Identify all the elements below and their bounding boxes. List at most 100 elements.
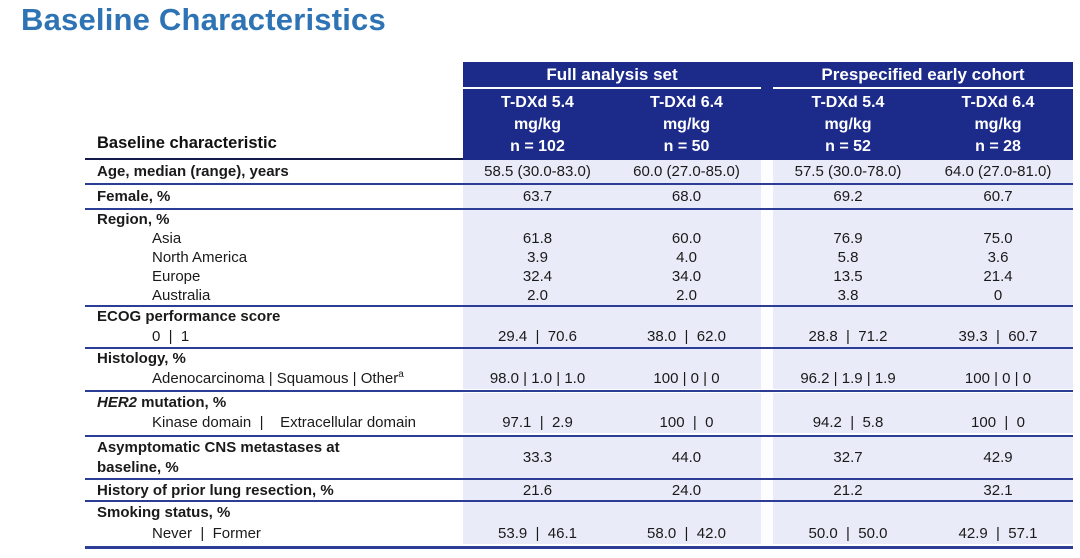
sample-size: n = 102 <box>510 137 565 155</box>
value-line: 34.0 <box>671 268 702 285</box>
value-cell: 28.8 | 71.2 <box>773 307 923 347</box>
column-header-gutter <box>761 89 773 160</box>
value-line: 29.4 | 70.6 <box>498 328 577 345</box>
value-line: 97.1 | 2.9 <box>502 414 573 431</box>
row-label: Histology, % <box>97 350 186 367</box>
value-cell: 68.0 <box>612 185 761 208</box>
table-row-cns-metastases: Asymptomatic CNS metastases at baseline,… <box>85 437 1073 480</box>
value-line: 38.0 | 62.0 <box>647 328 726 345</box>
value-cell: 100 | 0 <box>923 393 1073 433</box>
value-cell: 58.0 | 42.0 <box>612 502 761 544</box>
column-header-tdxd-5-4-pec: T-DXd 5.4 mg/kg n = 52 <box>773 89 923 160</box>
value-cell: 100 | 0 <box>612 393 761 433</box>
value-line: 5.8 <box>837 249 859 266</box>
row-label-group: HER2 mutation, % Kinase domain | Extrace… <box>85 393 463 433</box>
value-cell: 100 | 0 | 0 <box>612 349 761 389</box>
row-sublabel: Europe <box>152 268 201 285</box>
group-gutter <box>761 349 773 389</box>
row-label: Female, % <box>85 185 463 208</box>
value-line: 50.0 | 50.0 <box>808 525 888 542</box>
value-cell: 76.9 5.8 13.5 3.8 <box>773 210 923 305</box>
spacer-line <box>463 349 612 369</box>
row-sublabel: Kinase domain | Extracellular domain <box>152 414 417 431</box>
row-sublabel: Asia <box>152 230 182 247</box>
group-gutter <box>761 185 773 208</box>
value-cell: 29.4 | 70.6 <box>463 307 612 347</box>
value-cell: 94.2 | 5.8 <box>773 393 923 433</box>
spacer-line <box>773 307 923 327</box>
row-sublabel: North America <box>152 249 248 266</box>
drug-name: T-DXd 5.4 <box>501 93 574 111</box>
row-label: Age, median (range), years <box>85 160 463 183</box>
spacer-line <box>463 393 612 413</box>
value-cell: 24.0 <box>612 480 761 500</box>
table-row-age: Age, median (range), years 58.5 (30.0-83… <box>85 160 1073 185</box>
value-line: 58.0 | 42.0 <box>647 525 726 542</box>
baseline-table: Full analysis set Prespecified early coh… <box>85 62 1073 549</box>
row-label: Region, % <box>97 211 170 228</box>
value-cell: 63.7 <box>463 185 612 208</box>
value-cell: 97.1 | 2.9 <box>463 393 612 433</box>
table-row-female: Female, % 63.7 68.0 69.2 60.7 <box>85 185 1073 210</box>
slide-title: Baseline Characteristics <box>21 2 386 37</box>
table-column-header-row: Baseline characteristic T-DXd 5.4 mg/kg … <box>85 89 1073 160</box>
spacer-line <box>923 349 1073 369</box>
row-label: HER2 mutation, % <box>97 394 227 411</box>
value-cell: 60.0 4.0 34.0 2.0 <box>612 210 761 305</box>
drug-name: T-DXd 6.4 <box>961 93 1035 111</box>
spacer-line <box>923 210 1073 229</box>
table-row-her2: HER2 mutation, % Kinase domain | Extrace… <box>85 392 1073 437</box>
group-gutter <box>761 210 773 305</box>
table-group-header-row: Full analysis set Prespecified early coh… <box>85 62 1073 89</box>
value-cell: 69.2 <box>773 185 923 208</box>
spacer-line <box>923 502 1073 523</box>
value-line: 100 | 0 | 0 <box>964 370 1032 387</box>
value-line: 76.9 <box>833 230 863 247</box>
sample-size: n = 52 <box>825 137 871 155</box>
value-line: 2.0 <box>676 287 697 304</box>
value-cell: 44.0 <box>612 437 761 478</box>
spacer-line <box>612 502 761 523</box>
spacer-line <box>923 307 1073 327</box>
spacer-line <box>773 349 923 369</box>
sample-size: n = 50 <box>663 137 710 155</box>
value-cell: 57.5 (30.0-78.0) <box>773 160 923 183</box>
value-line: 0 <box>993 287 1003 304</box>
drug-name: T-DXd 5.4 <box>811 93 885 111</box>
value-cell: 21.2 <box>773 480 923 500</box>
value-line: 100 | 0 <box>971 414 1025 431</box>
row-label-group: Region, % Asia North America Europe Aust… <box>85 210 463 305</box>
group-header-early-cohort: Prespecified early cohort <box>773 62 1073 89</box>
value-line: 3.6 <box>987 249 1009 266</box>
table-row-histology: Histology, % Adenocarcinoma | Squamous |… <box>85 349 1073 392</box>
table-row-region: Region, % Asia North America Europe Aust… <box>85 210 1073 307</box>
value-line: 100 | 0 | 0 <box>653 370 720 387</box>
value-cell: 60.7 <box>923 185 1073 208</box>
value-cell: 75.0 3.6 21.4 0 <box>923 210 1073 305</box>
value-line: 98.0 | 1.0 | 1.0 <box>489 370 586 387</box>
footnote-marker: a <box>398 369 404 380</box>
column-header-tdxd-5-4-fas: T-DXd 5.4 mg/kg n = 102 <box>463 89 612 160</box>
row-sublabel: Never | Former <box>152 525 261 542</box>
value-line: 60.0 <box>671 230 702 247</box>
dose: mg/kg <box>974 115 1022 133</box>
value-cell: 61.8 3.9 32.4 2.0 <box>463 210 612 305</box>
group-gutter <box>761 393 773 433</box>
value-line: 96.2 | 1.9 | 1.9 <box>800 370 896 387</box>
value-line: 21.4 <box>983 268 1013 285</box>
value-cell: 21.6 <box>463 480 612 500</box>
spacer-line <box>612 349 761 369</box>
header-label-spacer <box>85 62 463 89</box>
dose: mg/kg <box>513 115 562 133</box>
group-header-full-analysis-set: Full analysis set <box>463 62 761 89</box>
table-row-smoking: Smoking status, % Never | Former 53.9 | … <box>85 502 1073 549</box>
value-line: 75.0 <box>983 230 1013 247</box>
row-label: History of prior lung resection, % <box>85 480 463 500</box>
value-line: 53.9 | 46.1 <box>498 525 577 542</box>
value-cell: 100 | 0 | 0 <box>923 349 1073 389</box>
spacer-line <box>463 307 612 327</box>
row-label-group: Smoking status, % Never | Former <box>85 502 463 544</box>
value-line: 100 | 0 <box>659 414 714 431</box>
spacer-line <box>773 210 923 229</box>
